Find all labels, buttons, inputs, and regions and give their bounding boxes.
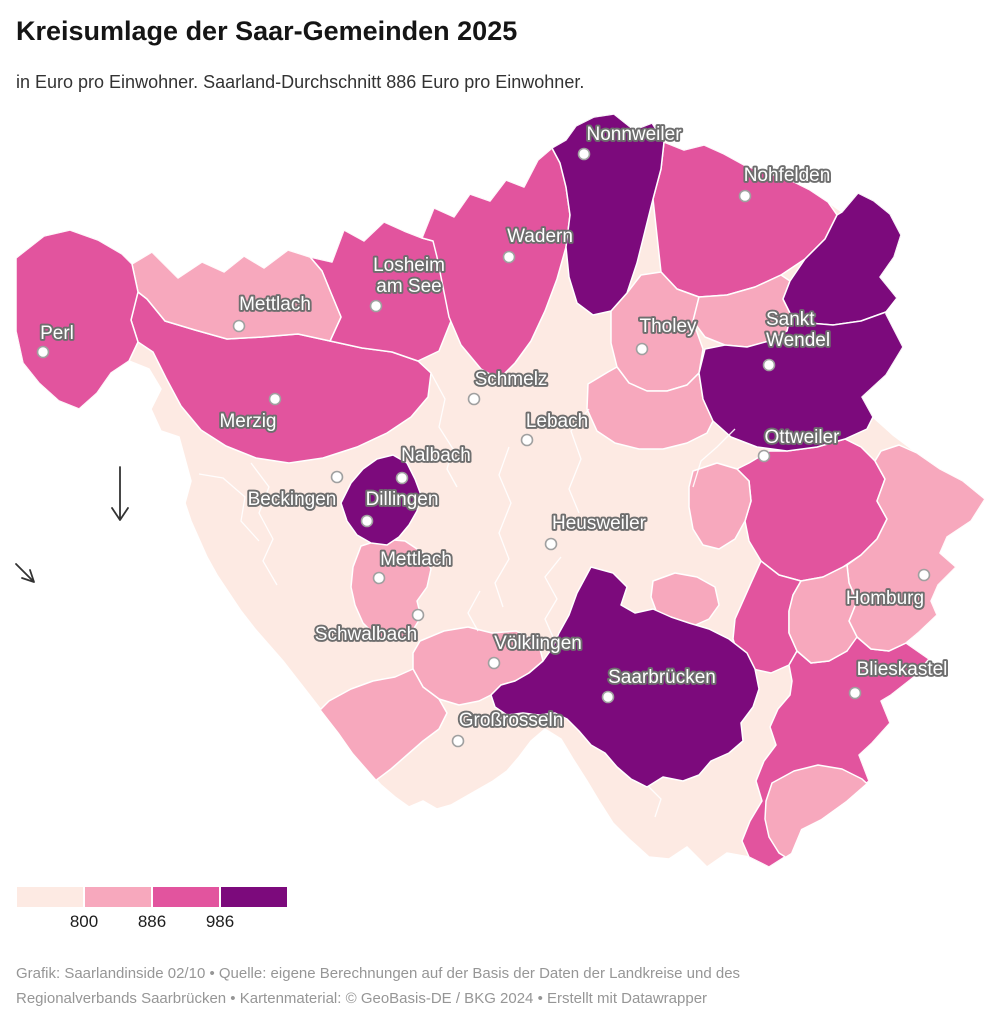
city-dot-blieskastel (848, 686, 862, 700)
city-label-lebach: Lebach (526, 411, 588, 432)
city-dot-nalbach (395, 471, 409, 485)
city-label-dillingen: Dillingen (366, 489, 439, 510)
legend-swatches (16, 886, 288, 908)
municipal-border-7 (198, 473, 260, 542)
legend-tick-986: 986 (205, 912, 235, 931)
city-dot-merzig (268, 392, 282, 406)
municipal-border-5 (692, 428, 736, 488)
legend-swatch-3 (152, 886, 220, 908)
city-label-mettlach: Mettlach (239, 294, 311, 315)
city-dot-perl (36, 345, 50, 359)
city-label-nonnweiler: Nonnweiler (586, 124, 682, 145)
region-area-saarlouis[interactable] (350, 538, 432, 642)
municipal-border-3 (568, 408, 590, 514)
city-label-völklingen: Völklingen (494, 633, 582, 654)
city-label-blieskastel: Blieskastel (857, 659, 948, 680)
city-label-sankt-wendel: Sankt Wendel (766, 309, 830, 351)
city-label-nalbach: Nalbach (401, 445, 471, 466)
region-area-kirkel[interactable] (788, 564, 858, 664)
legend-swatch-2 (84, 886, 152, 908)
color-legend: 800 886 986 (16, 886, 288, 936)
city-label-wadern: Wadern (507, 226, 573, 247)
city-dot-schwalbach (411, 608, 425, 622)
city-label-losheim-am-see: Losheim am See (373, 255, 445, 297)
city-label-schwalbach: Schwalbach (315, 624, 417, 645)
region-area-merchweiler[interactable] (688, 462, 752, 550)
region-homburg[interactable] (846, 444, 985, 652)
source-attribution: Grafik: Saarlandinside 02/10 • Quelle: e… (16, 965, 741, 1007)
city-dot-großrosseln (451, 734, 465, 748)
legend-tick-886: 886 (137, 912, 167, 931)
city-dot-sankt-wendel (762, 358, 776, 372)
city-dot-wadern (502, 250, 516, 264)
city-dot-lebach (520, 433, 534, 447)
city-label-heusweiler: Heusweiler (552, 513, 647, 534)
legend-swatch-4 (220, 886, 288, 908)
chart-subtitle: in Euro pro Einwohner. Saarland-Durchsch… (16, 72, 585, 92)
saarland-choropleth-map: Nonnweiler Nohfelden Wadern Losheim am See Me… (15, 113, 986, 868)
city-label-nohfelden: Nohfelden (744, 165, 831, 186)
city-dot-nohfelden (738, 189, 752, 203)
city-dot-tholey (635, 342, 649, 356)
region-nonnweiler[interactable] (551, 114, 665, 316)
city-dot-homburg (917, 568, 931, 582)
legend-swatch-1 (16, 886, 84, 908)
city-label-mettlach: Mettlach (380, 549, 452, 570)
city-dot-völklingen (487, 656, 501, 670)
region-area-quierschied[interactable] (650, 572, 720, 628)
city-dot-ottweiler (757, 449, 771, 463)
legend-tick-800: 800 (69, 912, 99, 931)
city-label-großrosseln: Großrosseln (459, 710, 564, 731)
city-label-perl: Perl (40, 323, 74, 344)
annotation-arrow-2 (15, 563, 35, 583)
city-dot-saarbrücken (601, 690, 615, 704)
city-label-ottweiler: Ottweiler (765, 427, 841, 448)
municipal-border-4 (544, 556, 562, 638)
annotation-arrow-1 (111, 466, 129, 521)
municipal-border-2 (494, 446, 512, 608)
city-dot-schmelz (467, 392, 481, 406)
map-regions (16, 114, 985, 867)
region-mettlach[interactable] (131, 249, 342, 342)
region-sankt-wendel[interactable] (698, 311, 904, 452)
city-dot-nonnweiler (577, 147, 591, 161)
municipal-border-8 (467, 590, 481, 632)
region-perl[interactable] (16, 229, 139, 410)
city-label-beckingen: Beckingen (248, 489, 337, 510)
municipal-border-1 (430, 372, 458, 488)
chart-title: Kreisumlage der Saar-Gemeinden 2025 (16, 16, 518, 46)
city-label-tholey: Tholey (639, 316, 697, 337)
city-label-homburg: Homburg (846, 588, 924, 609)
city-dot-heusweiler (544, 537, 558, 551)
city-dot-losheim-am-see (369, 299, 383, 313)
city-label-merzig: Merzig (219, 411, 276, 432)
region-saarbruecken[interactable] (490, 566, 760, 788)
city-dot-beckingen (330, 470, 344, 484)
city-dot-mettlach (372, 571, 386, 585)
city-label-saarbrücken: Saarbrücken (608, 667, 716, 688)
municipal-border-6 (250, 462, 278, 586)
municipal-border-9 (648, 786, 662, 818)
city-dot-dillingen (360, 514, 374, 528)
city-label-schmelz: Schmelz (475, 369, 548, 390)
city-dot-mettlach (232, 319, 246, 333)
